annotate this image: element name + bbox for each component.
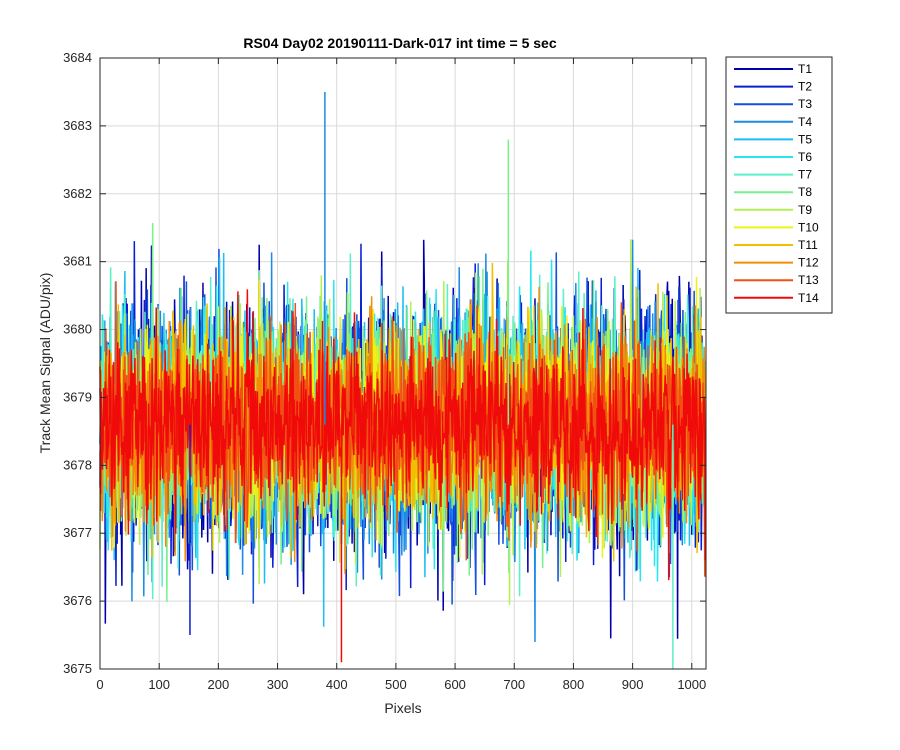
legend-label-t11: T11 bbox=[798, 238, 818, 252]
y-tick-label: 3681 bbox=[63, 254, 92, 269]
chart-title: RS04 Day02 20190111-Dark-017 int time = … bbox=[243, 35, 556, 51]
x-tick-label: 0 bbox=[96, 677, 103, 692]
x-tick-label: 200 bbox=[208, 677, 230, 692]
legend-label-t12: T12 bbox=[798, 256, 819, 270]
x-tick-label: 900 bbox=[622, 677, 644, 692]
legend-label-t10: T10 bbox=[798, 220, 819, 234]
y-tick-label: 3675 bbox=[63, 661, 92, 676]
x-tick-label: 400 bbox=[326, 677, 348, 692]
legend-label-t8: T8 bbox=[798, 185, 812, 199]
x-tick-label: 100 bbox=[148, 677, 170, 692]
y-axis: 3675 3676 3677 3678 3679 3680 3681 3682 3683 3684 bbox=[63, 50, 706, 676]
legend-label-t1: T1 bbox=[798, 62, 812, 76]
legend-label-t2: T2 bbox=[798, 80, 812, 94]
legend-label-t6: T6 bbox=[798, 150, 812, 164]
x-tick-label: 500 bbox=[385, 677, 407, 692]
y-tick-label: 3682 bbox=[63, 186, 92, 201]
x-axis: 0 100 200 300 400 500 600 700 800 900 1000 bbox=[96, 58, 706, 692]
legend-label-t3: T3 bbox=[798, 97, 812, 111]
series-layer bbox=[99, 223, 707, 642]
x-tick-label: 600 bbox=[444, 677, 466, 692]
y-tick-label: 3683 bbox=[63, 118, 92, 133]
series-line-t14 bbox=[99, 289, 707, 581]
x-axis-label: Pixels bbox=[384, 700, 421, 716]
legend-label-t4: T4 bbox=[798, 115, 812, 129]
legend-box bbox=[725, 56, 833, 314]
legend-label-t5: T5 bbox=[798, 132, 812, 146]
legend-label-t9: T9 bbox=[798, 203, 812, 217]
legend-label-t7: T7 bbox=[798, 168, 812, 182]
annotation-layer bbox=[189, 91, 674, 669]
x-tick-label: 800 bbox=[563, 677, 585, 692]
x-tick-label: 700 bbox=[503, 677, 525, 692]
y-tick-label: 3676 bbox=[63, 593, 92, 608]
y-axis-label: Track Mean Signal (ADU/pix) bbox=[37, 273, 53, 454]
y-tick-label: 3678 bbox=[63, 457, 92, 472]
x-tick-label: 1000 bbox=[677, 677, 706, 692]
legend: T1 T2 T3 T4 T5 T6 T7 T8 T9 T10 T11 T12 T13 T14 bbox=[725, 56, 833, 314]
y-tick-label: 3684 bbox=[63, 50, 92, 65]
y-tick-label: 3677 bbox=[63, 525, 92, 540]
legend-items: T1 T2 T3 T4 T5 T6 T7 T8 T9 T10 T11 T12 T13 T14 bbox=[734, 62, 819, 305]
legend-label-t14: T14 bbox=[798, 291, 819, 305]
y-tick-label: 3680 bbox=[63, 322, 92, 337]
plot-frame bbox=[99, 57, 707, 670]
y-tick-label: 3679 bbox=[63, 389, 92, 404]
x-tick-label: 300 bbox=[267, 677, 289, 692]
legend-label-t13: T13 bbox=[798, 273, 819, 287]
